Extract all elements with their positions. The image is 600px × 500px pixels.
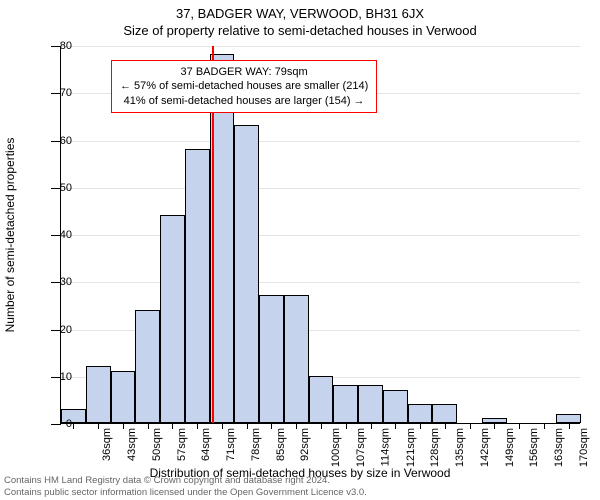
annotation-line2: ← 57% of semi-detached houses are smalle…	[120, 79, 368, 93]
x-tick-label: 149sqm	[504, 428, 516, 467]
y-tick-label: 10	[60, 371, 72, 383]
y-tick	[51, 424, 61, 425]
x-tick-label: 78sqm	[250, 428, 262, 461]
x-tick	[197, 423, 198, 429]
grid-line	[61, 235, 580, 236]
grid-line	[61, 141, 580, 142]
x-tick	[247, 423, 248, 429]
histogram-bar	[160, 215, 185, 423]
x-tick	[321, 423, 322, 429]
x-tick-label: 50sqm	[151, 428, 163, 461]
histogram-bar	[185, 149, 210, 423]
histogram-bar	[383, 390, 408, 423]
x-tick	[222, 423, 223, 429]
histogram-bar	[61, 409, 86, 423]
x-tick-label: 163sqm	[553, 428, 565, 467]
chart-sub-title: Size of property relative to semi-detach…	[0, 23, 600, 38]
x-tick-label: 36sqm	[101, 428, 113, 461]
x-tick-label: 57sqm	[176, 428, 188, 461]
histogram-bar	[135, 310, 160, 423]
annotation-line1: 37 BADGER WAY: 79sqm	[120, 65, 368, 79]
x-tick-label: 92sqm	[300, 428, 312, 461]
x-tick	[519, 423, 520, 429]
histogram-bar	[86, 366, 111, 423]
x-tick	[395, 423, 396, 429]
histogram-bar	[408, 404, 433, 423]
x-tick-label: 64sqm	[200, 428, 212, 461]
x-tick	[296, 423, 297, 429]
footnote-line1: Contains HM Land Registry data © Crown c…	[4, 475, 367, 486]
y-tick-label: 0	[66, 418, 72, 430]
x-tick	[569, 423, 570, 429]
x-tick-label: 142sqm	[479, 428, 491, 467]
x-tick	[271, 423, 272, 429]
x-tick	[371, 423, 372, 429]
x-tick-label: 156sqm	[528, 428, 540, 467]
x-tick	[148, 423, 149, 429]
histogram-bar	[333, 385, 358, 423]
histogram-bar	[234, 125, 259, 423]
x-tick	[494, 423, 495, 429]
histogram-bar	[358, 385, 383, 423]
footnote-line2: Contains public sector information licen…	[4, 487, 367, 498]
x-tick	[346, 423, 347, 429]
x-tick	[544, 423, 545, 429]
x-tick-label: 43sqm	[126, 428, 138, 461]
property-size-chart: 37, BADGER WAY, VERWOOD, BH31 6JX Size o…	[0, 0, 600, 500]
histogram-bar	[309, 376, 334, 423]
annotation-box: 37 BADGER WAY: 79sqm ← 57% of semi-detac…	[111, 60, 377, 113]
annotation-line3: 41% of semi-detached houses are larger (…	[120, 94, 368, 108]
histogram-bar	[284, 295, 309, 423]
y-tick-label: 70	[60, 87, 72, 99]
x-tick	[123, 423, 124, 429]
y-axis-title: Number of semi-detached properties	[3, 138, 17, 333]
plot-area: 37 BADGER WAY: 79sqm ← 57% of semi-detac…	[60, 46, 580, 424]
y-tick-label: 60	[60, 135, 72, 147]
x-tick-label: 100sqm	[330, 428, 342, 467]
x-tick-label: 121sqm	[405, 428, 417, 467]
x-tick-label: 85sqm	[275, 428, 287, 461]
x-tick-label: 107sqm	[355, 428, 367, 467]
y-tick-label: 50	[60, 182, 72, 194]
x-tick-label: 128sqm	[429, 428, 441, 467]
histogram-bar	[259, 295, 284, 423]
x-tick-label: 135sqm	[454, 428, 466, 467]
x-tick	[420, 423, 421, 429]
x-tick	[172, 423, 173, 429]
footnote: Contains HM Land Registry data © Crown c…	[4, 475, 367, 498]
grid-line	[61, 46, 580, 47]
x-tick	[445, 423, 446, 429]
histogram-bar	[432, 404, 457, 423]
y-tick-label: 20	[60, 324, 72, 336]
y-tick-label: 80	[60, 40, 72, 52]
x-tick	[73, 423, 74, 429]
y-tick-label: 30	[60, 276, 72, 288]
x-tick	[470, 423, 471, 429]
x-tick-label: 71sqm	[225, 428, 237, 461]
histogram-bar	[556, 414, 581, 423]
grid-line	[61, 282, 580, 283]
grid-line	[61, 188, 580, 189]
x-tick-label: 170sqm	[578, 428, 590, 467]
y-tick-label: 40	[60, 229, 72, 241]
x-tick	[98, 423, 99, 429]
x-tick-label: 114sqm	[379, 428, 391, 466]
histogram-bar	[111, 371, 136, 423]
chart-super-title: 37, BADGER WAY, VERWOOD, BH31 6JX	[0, 6, 600, 21]
